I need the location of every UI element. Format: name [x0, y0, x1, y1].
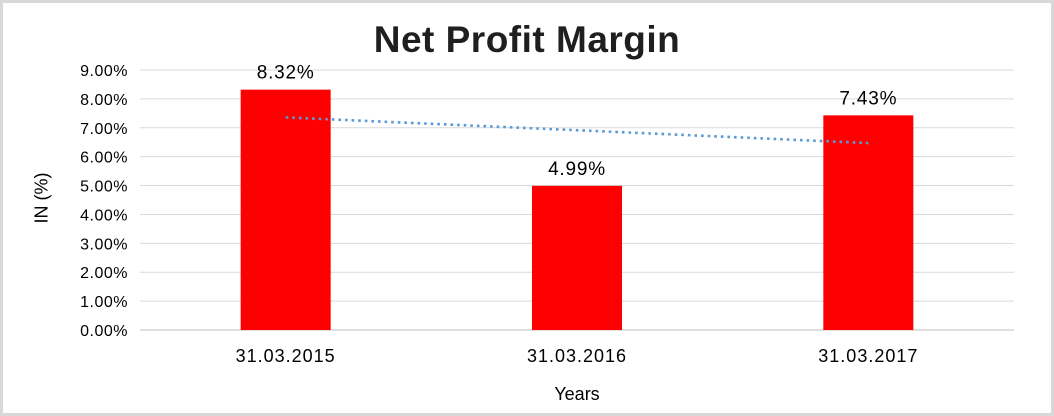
bar-data-label: 8.32% — [257, 63, 315, 84]
y-tick-label: 7.00% — [80, 121, 128, 138]
y-tick-label: 5.00% — [80, 179, 128, 196]
y-tick-label: 4.00% — [80, 207, 128, 224]
trendline — [285, 116, 869, 145]
x-tick-label: 31.03.2015 — [236, 346, 336, 366]
x-tick-label: 31.03.2016 — [527, 346, 627, 366]
chart-title: Net Profit Margin — [373, 19, 681, 60]
x-axis-title: Years — [554, 384, 600, 404]
y-tick-label: 6.00% — [80, 150, 128, 167]
bar-data-label: 4.99% — [548, 159, 606, 180]
bar — [532, 185, 622, 330]
y-tick-label: 3.00% — [80, 236, 128, 253]
x-tick-label: 31.03.2017 — [818, 346, 918, 366]
y-tick-label: 1.00% — [80, 294, 128, 311]
bar-data-label: 7.43% — [839, 88, 897, 109]
bar — [823, 115, 914, 330]
y-tick-label: 2.00% — [80, 265, 128, 282]
y-tick-label: 0.00% — [80, 323, 128, 340]
bar — [240, 89, 331, 331]
y-tick-label: 8.00% — [80, 92, 128, 109]
y-tick-label: 9.00% — [80, 63, 128, 80]
